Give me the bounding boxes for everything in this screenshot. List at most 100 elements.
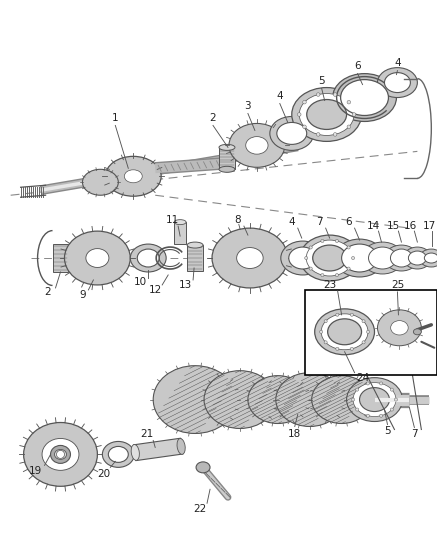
Ellipse shape bbox=[328, 319, 361, 345]
Circle shape bbox=[352, 398, 355, 401]
Ellipse shape bbox=[313, 245, 346, 271]
Bar bbox=[53, 244, 68, 272]
Text: 2: 2 bbox=[44, 287, 51, 297]
Ellipse shape bbox=[219, 144, 235, 150]
Circle shape bbox=[336, 273, 339, 277]
Ellipse shape bbox=[131, 445, 139, 461]
Ellipse shape bbox=[341, 79, 389, 116]
Circle shape bbox=[347, 125, 351, 128]
Circle shape bbox=[380, 382, 383, 385]
Circle shape bbox=[367, 330, 370, 333]
Ellipse shape bbox=[281, 241, 325, 275]
Ellipse shape bbox=[335, 239, 385, 277]
Text: 21: 21 bbox=[141, 430, 154, 440]
Bar bbox=[352, 392, 364, 408]
Circle shape bbox=[316, 133, 320, 136]
Ellipse shape bbox=[312, 376, 371, 424]
Circle shape bbox=[390, 408, 393, 411]
Circle shape bbox=[316, 93, 320, 96]
Ellipse shape bbox=[187, 242, 203, 248]
Circle shape bbox=[321, 239, 324, 243]
Ellipse shape bbox=[86, 248, 109, 268]
Ellipse shape bbox=[102, 441, 134, 467]
Ellipse shape bbox=[321, 314, 368, 350]
Text: 15: 15 bbox=[387, 221, 400, 231]
Ellipse shape bbox=[237, 247, 263, 269]
Ellipse shape bbox=[419, 249, 438, 267]
Circle shape bbox=[336, 313, 339, 316]
Bar bbox=[305, 290, 437, 375]
Ellipse shape bbox=[248, 376, 308, 424]
Ellipse shape bbox=[299, 94, 354, 135]
Text: 6: 6 bbox=[345, 217, 352, 227]
Circle shape bbox=[352, 112, 356, 116]
Ellipse shape bbox=[385, 245, 418, 271]
Ellipse shape bbox=[378, 310, 421, 346]
Ellipse shape bbox=[391, 321, 408, 335]
Circle shape bbox=[305, 256, 308, 260]
Text: 10: 10 bbox=[134, 277, 147, 287]
Ellipse shape bbox=[212, 228, 288, 288]
Text: 8: 8 bbox=[235, 215, 241, 225]
Circle shape bbox=[347, 267, 350, 270]
Circle shape bbox=[309, 246, 312, 249]
Ellipse shape bbox=[54, 449, 67, 459]
Circle shape bbox=[352, 256, 355, 260]
Text: 9: 9 bbox=[79, 290, 86, 300]
Circle shape bbox=[333, 93, 337, 96]
Ellipse shape bbox=[270, 117, 314, 150]
Text: 14: 14 bbox=[367, 221, 380, 231]
Ellipse shape bbox=[246, 136, 268, 154]
Ellipse shape bbox=[300, 235, 360, 281]
Circle shape bbox=[321, 273, 324, 277]
Ellipse shape bbox=[332, 74, 396, 122]
Circle shape bbox=[350, 348, 353, 350]
Circle shape bbox=[362, 320, 365, 323]
Bar bbox=[219, 148, 235, 169]
Ellipse shape bbox=[361, 242, 403, 274]
Circle shape bbox=[366, 382, 369, 385]
Text: 7: 7 bbox=[411, 430, 418, 440]
Ellipse shape bbox=[106, 156, 161, 196]
Text: 6: 6 bbox=[354, 61, 361, 71]
Text: 18: 18 bbox=[288, 430, 301, 440]
Circle shape bbox=[350, 313, 353, 316]
Circle shape bbox=[394, 398, 398, 401]
Ellipse shape bbox=[360, 387, 389, 411]
Text: 7: 7 bbox=[316, 217, 323, 227]
Text: 23: 23 bbox=[323, 280, 336, 290]
Circle shape bbox=[57, 450, 64, 458]
Ellipse shape bbox=[390, 249, 413, 267]
Circle shape bbox=[336, 239, 339, 243]
Bar bbox=[174, 222, 186, 244]
Text: 20: 20 bbox=[97, 470, 110, 479]
Circle shape bbox=[324, 320, 327, 323]
Ellipse shape bbox=[42, 439, 79, 470]
Ellipse shape bbox=[346, 378, 403, 422]
Circle shape bbox=[356, 388, 359, 391]
Circle shape bbox=[309, 267, 312, 270]
Circle shape bbox=[324, 341, 327, 344]
Text: 13: 13 bbox=[178, 280, 192, 290]
Text: 5: 5 bbox=[318, 76, 325, 86]
Circle shape bbox=[297, 112, 301, 116]
Ellipse shape bbox=[153, 366, 237, 433]
Ellipse shape bbox=[276, 373, 343, 426]
Ellipse shape bbox=[229, 124, 285, 167]
Ellipse shape bbox=[368, 247, 396, 269]
Ellipse shape bbox=[413, 329, 421, 335]
Circle shape bbox=[320, 330, 323, 333]
Circle shape bbox=[303, 100, 306, 104]
Ellipse shape bbox=[277, 123, 307, 144]
Circle shape bbox=[333, 133, 337, 136]
Text: 2: 2 bbox=[210, 114, 216, 124]
Ellipse shape bbox=[353, 383, 396, 416]
Ellipse shape bbox=[403, 247, 431, 269]
Ellipse shape bbox=[82, 169, 118, 195]
Text: 16: 16 bbox=[404, 221, 417, 231]
Text: 25: 25 bbox=[391, 280, 404, 290]
Ellipse shape bbox=[24, 423, 97, 486]
Ellipse shape bbox=[424, 253, 438, 263]
Ellipse shape bbox=[219, 166, 235, 172]
Ellipse shape bbox=[50, 446, 71, 463]
